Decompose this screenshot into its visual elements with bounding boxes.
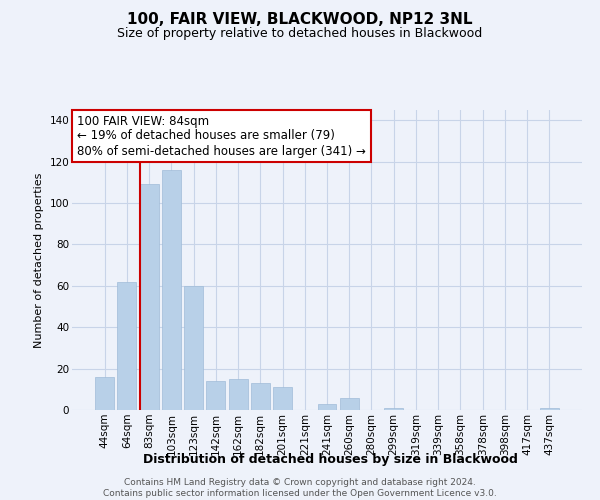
Text: 100 FAIR VIEW: 84sqm
← 19% of detached houses are smaller (79)
80% of semi-detac: 100 FAIR VIEW: 84sqm ← 19% of detached h… <box>77 114 366 158</box>
Bar <box>340 398 359 410</box>
Bar <box>206 381 225 410</box>
Bar <box>229 379 248 410</box>
Bar <box>317 404 337 410</box>
Bar <box>273 387 292 410</box>
Y-axis label: Number of detached properties: Number of detached properties <box>34 172 44 348</box>
Text: Distribution of detached houses by size in Blackwood: Distribution of detached houses by size … <box>143 452 517 466</box>
Bar <box>140 184 158 410</box>
Bar <box>251 383 270 410</box>
Bar <box>162 170 181 410</box>
Text: 100, FAIR VIEW, BLACKWOOD, NP12 3NL: 100, FAIR VIEW, BLACKWOOD, NP12 3NL <box>127 12 473 28</box>
Bar <box>384 408 403 410</box>
Bar <box>118 282 136 410</box>
Bar <box>184 286 203 410</box>
Text: Contains HM Land Registry data © Crown copyright and database right 2024.
Contai: Contains HM Land Registry data © Crown c… <box>103 478 497 498</box>
Text: Size of property relative to detached houses in Blackwood: Size of property relative to detached ho… <box>118 28 482 40</box>
Bar <box>540 408 559 410</box>
Bar <box>95 377 114 410</box>
